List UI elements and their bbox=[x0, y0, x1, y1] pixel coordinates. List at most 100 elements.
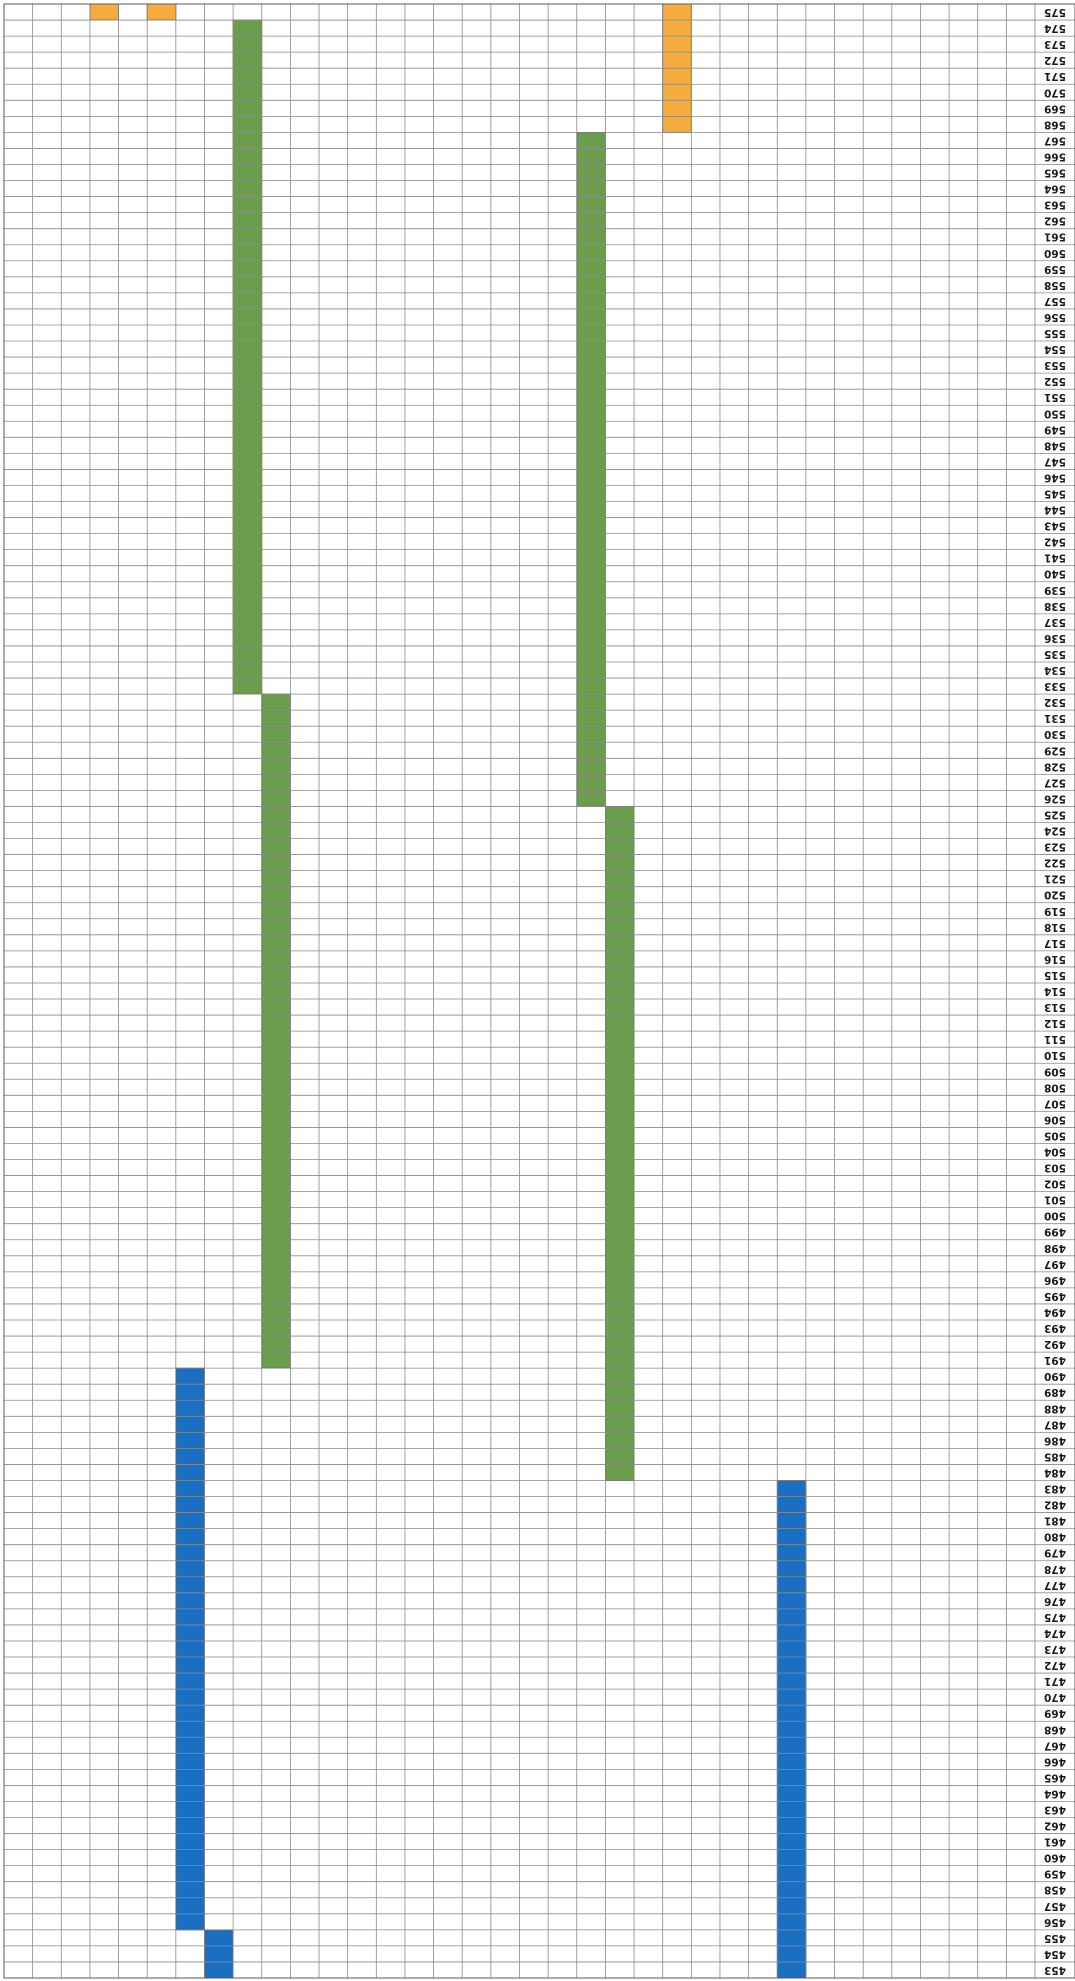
row-label: 490 bbox=[1044, 1370, 1066, 1382]
row-label: 507 bbox=[1044, 1097, 1066, 1109]
row-label: 487 bbox=[1044, 1418, 1066, 1430]
row-label: 501 bbox=[1044, 1194, 1066, 1206]
row-label: 567 bbox=[1044, 134, 1066, 146]
row-label: 508 bbox=[1044, 1081, 1066, 1093]
row-label: 470 bbox=[1044, 1691, 1066, 1703]
row-label: 474 bbox=[1044, 1627, 1066, 1639]
row-label: 475 bbox=[1044, 1611, 1066, 1623]
row-label: 570 bbox=[1044, 86, 1066, 98]
row-label: 476 bbox=[1044, 1595, 1066, 1607]
row-label: 456 bbox=[1044, 1916, 1066, 1928]
row-label: 539 bbox=[1044, 584, 1066, 596]
row-label: 549 bbox=[1044, 423, 1066, 435]
row-label: 529 bbox=[1044, 744, 1066, 756]
row-label: 518 bbox=[1044, 921, 1066, 933]
row-label: 496 bbox=[1044, 1274, 1066, 1286]
row-label: 489 bbox=[1044, 1386, 1066, 1398]
row-label: 493 bbox=[1044, 1322, 1066, 1334]
row-label: 473 bbox=[1044, 1643, 1066, 1655]
row-label: 569 bbox=[1044, 102, 1066, 114]
row-label: 461 bbox=[1044, 1836, 1066, 1848]
chart-root: 453 454 455 456 457 458 459 460 461 462 463 464 465 4… bbox=[3, 3, 1075, 1979]
row-label: 466 bbox=[1044, 1755, 1066, 1767]
row-label: 532 bbox=[1044, 696, 1066, 708]
row-label: 458 bbox=[1044, 1884, 1066, 1896]
row-label: 533 bbox=[1044, 680, 1066, 692]
segment-blue-col28-453-455 bbox=[204, 1929, 234, 1979]
row-label: 520 bbox=[1044, 889, 1066, 901]
row-label: 477 bbox=[1044, 1579, 1066, 1591]
row-label: 528 bbox=[1044, 760, 1066, 772]
row-label: 572 bbox=[1044, 54, 1066, 66]
row-label: 485 bbox=[1044, 1450, 1066, 1462]
row-label: 575 bbox=[1044, 6, 1066, 18]
row-label: 514 bbox=[1044, 985, 1066, 997]
row-label: 548 bbox=[1044, 439, 1066, 451]
grid-border bbox=[3, 3, 1075, 1979]
row-label: 484 bbox=[1044, 1466, 1066, 1478]
row-label: 457 bbox=[1044, 1900, 1066, 1912]
row-label: 486 bbox=[1044, 1434, 1066, 1446]
row-label: 544 bbox=[1044, 504, 1066, 516]
row-label: 526 bbox=[1044, 792, 1066, 804]
row-label: 545 bbox=[1044, 487, 1066, 499]
row-label: 455 bbox=[1044, 1932, 1066, 1944]
row-label: 465 bbox=[1044, 1771, 1066, 1783]
row-label: 557 bbox=[1044, 295, 1066, 307]
row-label: 462 bbox=[1044, 1820, 1066, 1832]
row-label: 515 bbox=[1044, 969, 1066, 981]
segment-orange-col32-575-575 bbox=[89, 3, 119, 21]
row-label: 524 bbox=[1044, 825, 1066, 837]
segments-layer bbox=[89, 3, 807, 1979]
row-label: 506 bbox=[1044, 1113, 1066, 1125]
row-label: 530 bbox=[1044, 728, 1066, 740]
row-label: 564 bbox=[1044, 183, 1066, 195]
row-label: 546 bbox=[1044, 471, 1066, 483]
row-label: 500 bbox=[1044, 1210, 1066, 1222]
row-label: 523 bbox=[1044, 841, 1066, 853]
row-label: 481 bbox=[1044, 1515, 1066, 1527]
row-label: 488 bbox=[1044, 1402, 1066, 1414]
row-label: 464 bbox=[1044, 1787, 1066, 1799]
row-label: 454 bbox=[1044, 1948, 1066, 1960]
row-label: 566 bbox=[1044, 150, 1066, 162]
row-label: 472 bbox=[1044, 1659, 1066, 1671]
row-label: 517 bbox=[1044, 937, 1066, 949]
row-label: 534 bbox=[1044, 664, 1066, 676]
row-label: 498 bbox=[1044, 1242, 1066, 1254]
row-label: 559 bbox=[1044, 263, 1066, 275]
row-label: 554 bbox=[1044, 343, 1066, 355]
row-label: 558 bbox=[1044, 279, 1066, 291]
row-label: 525 bbox=[1044, 808, 1066, 820]
row-label: 482 bbox=[1044, 1499, 1066, 1511]
row-label: 497 bbox=[1044, 1258, 1066, 1270]
row-label: 459 bbox=[1044, 1868, 1066, 1880]
row-labels-layer: 453 454 455 456 457 458 459 460 461 462 463 464 465 4… bbox=[1044, 6, 1066, 1976]
row-label: 453 bbox=[1044, 1964, 1066, 1976]
segment-blue-col8-453-483 bbox=[776, 1480, 807, 1979]
row-label: 505 bbox=[1044, 1129, 1066, 1141]
row-label: 543 bbox=[1044, 520, 1066, 532]
row-label: 527 bbox=[1044, 776, 1066, 788]
row-label: 531 bbox=[1044, 712, 1066, 724]
row-label: 512 bbox=[1044, 1017, 1066, 1029]
row-label: 571 bbox=[1044, 70, 1066, 82]
row-label: 516 bbox=[1044, 953, 1066, 965]
row-label: 561 bbox=[1044, 231, 1066, 243]
segment-blue-col29-456-490 bbox=[175, 1367, 205, 1931]
row-label: 499 bbox=[1044, 1226, 1066, 1238]
row-label: 511 bbox=[1044, 1033, 1066, 1045]
row-label: 463 bbox=[1044, 1803, 1066, 1815]
row-label: 541 bbox=[1044, 552, 1066, 564]
row-label: 550 bbox=[1044, 407, 1066, 419]
row-label: 562 bbox=[1044, 215, 1066, 227]
row-label: 552 bbox=[1044, 375, 1066, 387]
row-label: 513 bbox=[1044, 1001, 1066, 1013]
row-label: 468 bbox=[1044, 1723, 1066, 1735]
row-label: 469 bbox=[1044, 1707, 1066, 1719]
gridlines-layer bbox=[3, 3, 1075, 1979]
row-label: 509 bbox=[1044, 1065, 1066, 1077]
row-label: 460 bbox=[1044, 1852, 1066, 1864]
row-label: 555 bbox=[1044, 327, 1066, 339]
